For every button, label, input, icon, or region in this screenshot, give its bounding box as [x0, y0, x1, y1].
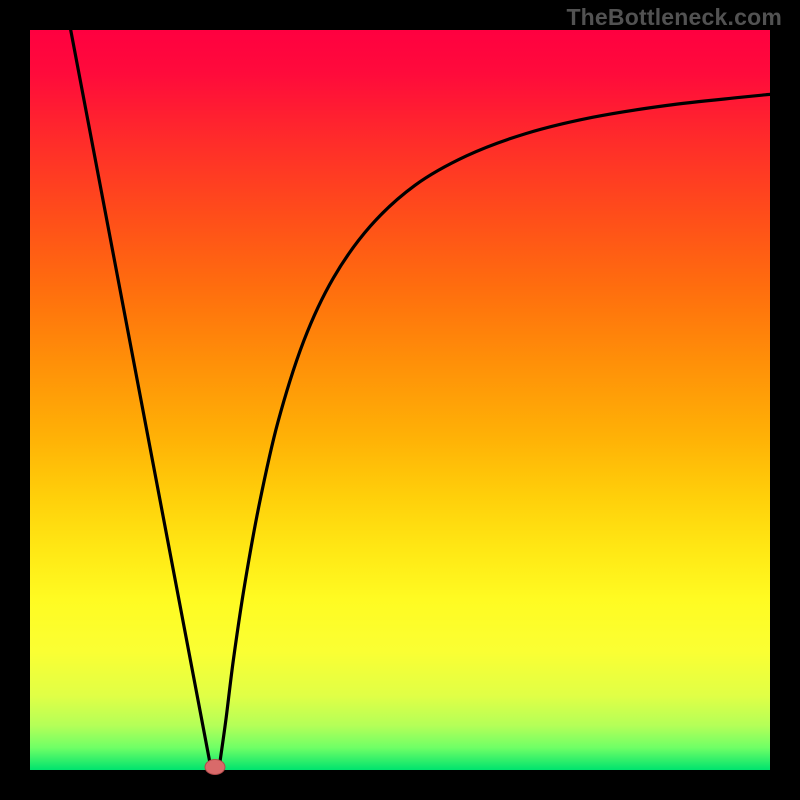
bottleneck-curve — [30, 30, 770, 770]
watermark-text: TheBottleneck.com — [566, 4, 782, 31]
chart-stage: TheBottleneck.com — [0, 0, 800, 800]
minimum-marker — [205, 759, 226, 775]
curve-path — [71, 30, 770, 770]
plot-area — [30, 30, 770, 770]
